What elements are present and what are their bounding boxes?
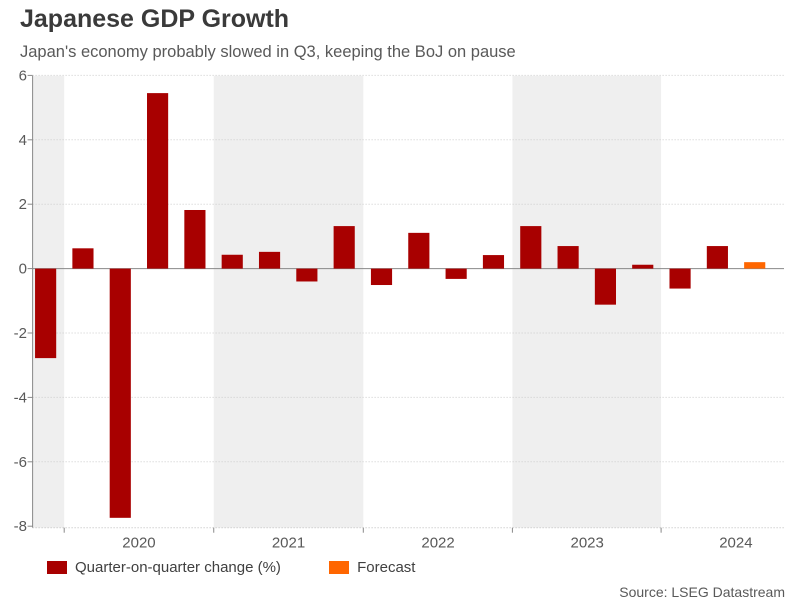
svg-text:0: 0 — [19, 261, 27, 278]
svg-text:2021: 2021 — [272, 535, 305, 552]
svg-text:2022: 2022 — [421, 535, 454, 552]
svg-text:-2: -2 — [14, 325, 27, 342]
svg-text:-6: -6 — [14, 454, 27, 471]
svg-text:4: 4 — [19, 132, 27, 149]
svg-text:2020: 2020 — [122, 535, 155, 552]
svg-text:6: 6 — [19, 67, 27, 84]
svg-text:2: 2 — [19, 196, 27, 213]
svg-text:2024: 2024 — [719, 535, 752, 552]
svg-text:2023: 2023 — [570, 535, 603, 552]
svg-text:-8: -8 — [14, 518, 27, 535]
svg-text:-4: -4 — [14, 389, 27, 406]
